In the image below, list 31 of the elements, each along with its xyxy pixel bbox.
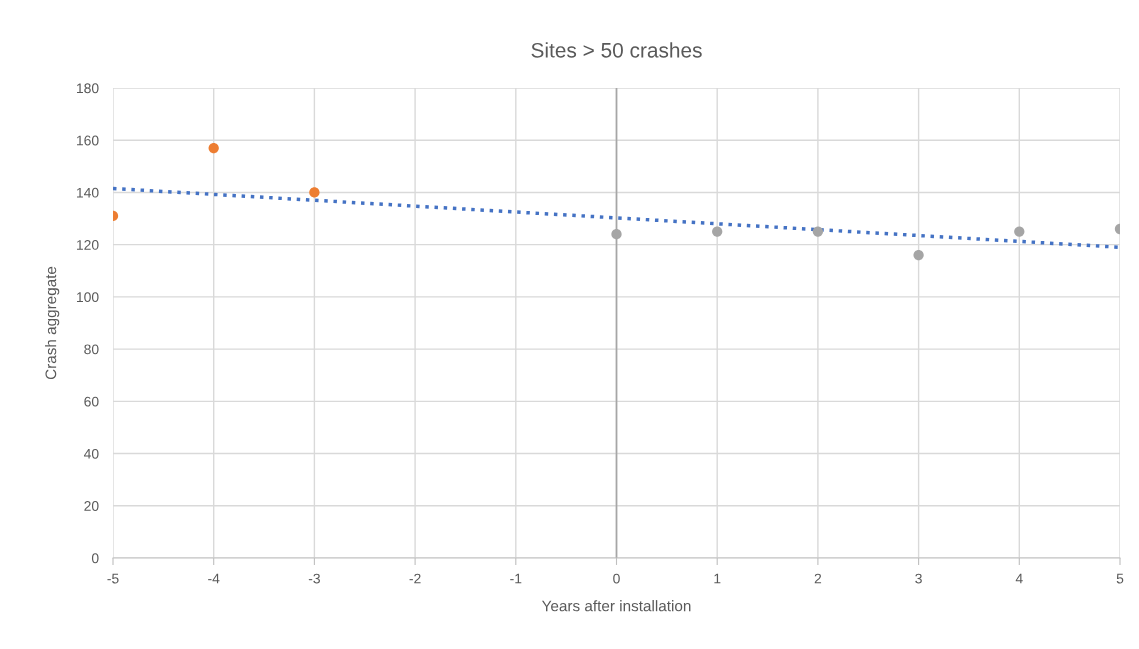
point bbox=[208, 142, 219, 154]
y-tick-label: 120 bbox=[77, 240, 99, 250]
point bbox=[1014, 226, 1025, 237]
x-tick-label: 0 bbox=[613, 573, 620, 584]
x-tick-label: -1 bbox=[510, 573, 522, 584]
point bbox=[812, 226, 824, 237]
x-tick-label: -3 bbox=[308, 573, 320, 584]
chart-title: Sites > 50 crashes bbox=[531, 42, 702, 58]
x-tick-label: -5 bbox=[107, 573, 119, 584]
point bbox=[309, 187, 320, 198]
y-tick-label: 0 bbox=[91, 553, 99, 564]
y-tick-label: 20 bbox=[84, 501, 99, 511]
point bbox=[712, 226, 723, 237]
x-tick-label: 4 bbox=[1015, 573, 1023, 584]
y-tick-label: 60 bbox=[84, 396, 99, 407]
x-axis-title: Years after installation bbox=[541, 600, 691, 612]
x-tick-label: -4 bbox=[208, 573, 220, 584]
y-tick-label: 100 bbox=[77, 292, 99, 303]
y-tick-label: 40 bbox=[83, 448, 99, 459]
x-tick-label: -2 bbox=[409, 573, 421, 584]
x-tick-label: 3 bbox=[915, 573, 922, 584]
y-tick-label: 160 bbox=[77, 135, 99, 146]
y-axis-title: Crash aggregate bbox=[45, 266, 60, 380]
point bbox=[611, 229, 622, 240]
point bbox=[913, 249, 924, 261]
y-tick-label: 140 bbox=[77, 187, 99, 198]
x-tick-label: 5 bbox=[1116, 573, 1124, 584]
y-tick-label: 80 bbox=[84, 344, 99, 355]
x-tick-label: 2 bbox=[814, 573, 822, 584]
y-tick-label: 180 bbox=[77, 83, 99, 94]
x-tick-label: 1 bbox=[714, 573, 721, 584]
